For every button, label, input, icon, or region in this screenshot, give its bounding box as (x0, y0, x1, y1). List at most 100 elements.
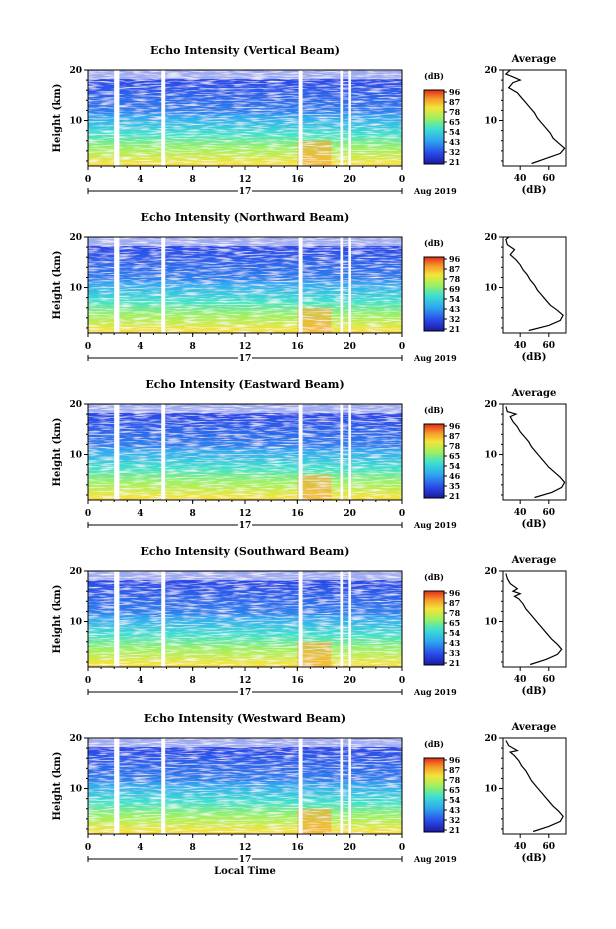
heatmap-band (88, 764, 402, 768)
x-tick-label: 16 (291, 843, 304, 853)
data-gap (348, 571, 351, 667)
heatmap-band (88, 313, 402, 317)
heatmap-band (88, 778, 402, 782)
colorbar-tick-label: 65 (449, 117, 460, 127)
colorbar-tick-label: 21 (449, 491, 460, 501)
average-x-label: (dB) (522, 519, 547, 530)
heatmap-band (88, 110, 402, 114)
x-tick-label: 16 (291, 175, 304, 185)
heatmap-band (88, 776, 402, 780)
date-label: Aug 2019 (413, 353, 457, 363)
x-tick-label: 0 (85, 509, 91, 519)
y-tick-label: 10 (69, 618, 82, 628)
heatmap-band (88, 452, 402, 455)
heatmap-band (88, 628, 402, 632)
heatmap-band (297, 140, 332, 166)
average-x-tick-label: 60 (543, 508, 556, 518)
heatmap-band (88, 652, 402, 656)
colorbar-tick-label: 65 (449, 451, 460, 461)
colorbar-tick-label: 54 (449, 628, 461, 638)
heatmap-band (88, 287, 402, 291)
colorbar-tick-label: 78 (449, 107, 461, 117)
heatmap-band (88, 595, 402, 598)
heatmap-band (88, 645, 402, 649)
x-tick-label: 0 (85, 676, 91, 686)
heatmap-band (88, 635, 402, 639)
y-axis-label: Height (km) (52, 251, 63, 320)
colorbar-tick-label: 96 (449, 588, 461, 598)
heatmap-band (88, 416, 402, 419)
heatmap-band (88, 817, 402, 821)
colorbar-tick-label: 87 (449, 431, 460, 441)
beam-panel: Echo Intensity (Southward Beam) 20 10 Heigh… (52, 545, 567, 698)
heatmap-band (88, 437, 402, 441)
heatmap-band (88, 774, 402, 777)
heatmap-band (88, 814, 402, 818)
heatmap-band (297, 808, 332, 834)
heatmap-band (88, 318, 402, 322)
heatmap-band (88, 122, 402, 126)
x-tick-label: 20 (343, 342, 356, 352)
heatmap-band (88, 449, 402, 453)
colorbar-title: (dB) (424, 572, 444, 582)
heatmap-band (88, 655, 402, 658)
day-label: 17 (239, 187, 252, 197)
data-gap (114, 571, 120, 667)
heatmap-band (88, 106, 402, 109)
heatmap-band (88, 447, 402, 451)
data-gap (114, 70, 120, 166)
average-frame (502, 403, 567, 501)
colorbar-tick-label: 65 (449, 618, 460, 628)
heatmap (88, 237, 402, 334)
x-tick-label: 8 (190, 509, 196, 519)
colorbar-tick-label: 21 (449, 825, 460, 835)
heatmap-band (88, 659, 402, 663)
heatmap-band (88, 640, 402, 644)
x-tick-label: 0 (85, 342, 91, 352)
heatmap-band (88, 309, 402, 312)
x-tick-label: 8 (190, 676, 196, 686)
heatmap-band (88, 750, 402, 753)
colorbar (423, 423, 445, 499)
heatmap-band (88, 425, 402, 429)
heatmap-band (88, 766, 402, 770)
heatmap-band (88, 321, 402, 324)
heatmap-band (88, 583, 402, 586)
heatmap-band (88, 471, 402, 475)
x-tick-label: 0 (399, 175, 405, 185)
heatmap (88, 70, 402, 167)
heatmap-band (88, 423, 402, 427)
heatmap-band (88, 440, 402, 443)
y-tick-label: 20 (69, 66, 82, 76)
heatmap-band (88, 98, 402, 102)
y-tick-label: 20 (69, 567, 82, 577)
heatmap-band (88, 597, 402, 601)
heatmap-band (88, 163, 402, 167)
heatmap-band (88, 251, 402, 255)
colorbar-tick-label: 87 (449, 598, 460, 608)
heatmap-band (88, 101, 402, 105)
x-tick-label: 8 (190, 843, 196, 853)
colorbar-tick-label: 78 (449, 608, 461, 618)
colorbar (423, 256, 445, 332)
y-tick-label: 10 (69, 785, 82, 795)
colorbar-title: (dB) (424, 238, 444, 248)
colorbar-tick-label: 96 (449, 755, 461, 765)
heatmap-band (88, 759, 402, 763)
colorbar-tick-label: 87 (449, 765, 460, 775)
heatmap-band (88, 466, 402, 470)
heatmap-band (88, 456, 402, 460)
beam-panel: Echo Intensity (Eastward Beam) 20 10 Height… (52, 378, 567, 531)
day-label: 17 (239, 688, 252, 698)
heatmap-band (88, 790, 402, 794)
date-label: Aug 2019 (413, 854, 457, 864)
heatmap-band (88, 120, 402, 124)
data-gap (298, 404, 303, 500)
data-gap (161, 237, 166, 333)
heatmap-band (88, 442, 402, 446)
colorbar-title: (dB) (424, 405, 444, 415)
heatmap-band (88, 754, 402, 758)
heatmap-band (88, 607, 402, 610)
average-title: Average (511, 54, 557, 65)
